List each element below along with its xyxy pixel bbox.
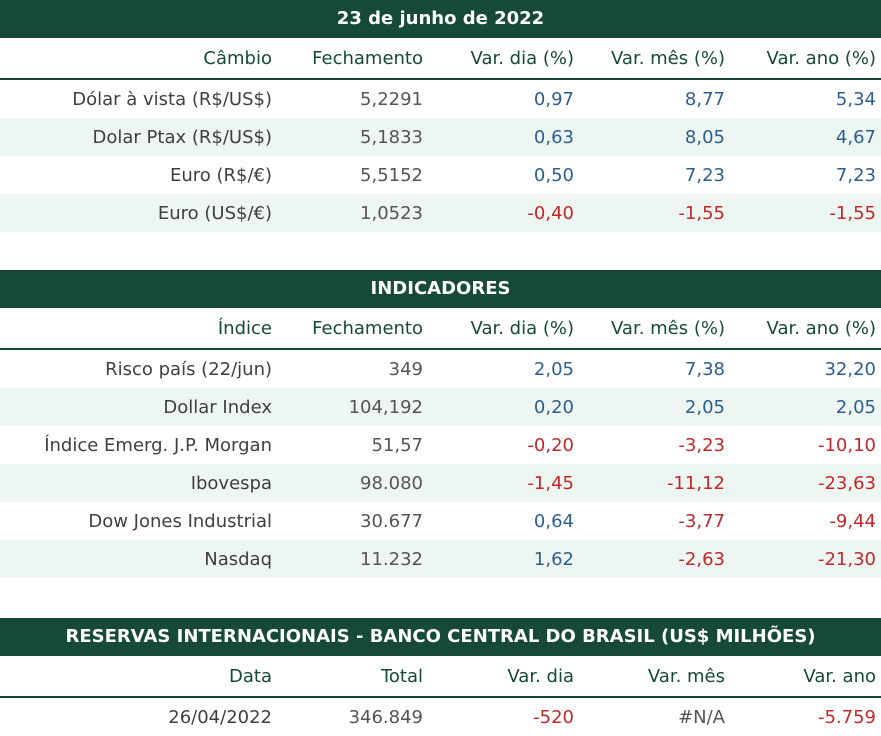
var-mes-value: -1,55 [678,202,725,224]
row-label: Dollar Index [163,396,272,418]
row-label: Índice Emerg. J.P. Morgan [44,434,272,456]
var-ano-value: 4,67 [835,126,876,148]
row-label: Risco país (22/jun) [105,358,272,380]
row-label: 26/04/2022 [168,706,272,728]
col-header-var-ano: Var. ano [803,665,876,687]
col-header-var-mes: Var. mês [647,665,725,687]
reservas-title: RESERVAS INTERNACIONAIS - BANCO CENTRAL … [0,618,881,656]
fechamento-value: 349 [388,358,423,380]
var-mes-value: 8,77 [684,88,725,110]
fechamento-value: 1,0523 [360,202,423,224]
col-header-total: Total [380,665,423,687]
var-dia-value: -0,40 [527,202,574,224]
var-mes-value: 8,05 [684,126,725,148]
indicadores-title: INDICADORES [0,270,881,308]
col-header-var-ano: Var. ano (%) [766,47,876,69]
fechamento-value: 5,1833 [360,126,423,148]
row-label: Dow Jones Industrial [88,510,272,532]
var-mes-value: 2,05 [684,396,725,418]
var-dia-value: -0,20 [527,434,574,456]
table-row: Dolar Ptax (R$/US$) 5,1833 0,63 8,05 4,6… [0,118,881,156]
reservas-header-row: Data Total Var. dia Var. mês Var. ano [0,656,881,698]
table-row: Euro (US$/€) 1,0523 -0,40 -1,55 -1,55 [0,194,881,232]
indicadores-header-row: Índice Fechamento Var. dia (%) Var. mês … [0,308,881,350]
var-dia-value: 0,64 [533,510,574,532]
col-header-var-ano: Var. ano (%) [766,317,876,339]
fechamento-value: 51,57 [371,434,423,456]
col-header-indice: Índice [217,317,272,339]
col-header-data: Data [229,665,272,687]
var-ano-value: -23,63 [817,472,876,494]
cambio-title: 23 de junho de 2022 [0,0,881,38]
cambio-header-row: Câmbio Fechamento Var. dia (%) Var. mês … [0,38,881,80]
indicadores-section: INDICADORES Índice Fechamento Var. dia (… [0,270,881,578]
var-ano-value: 2,05 [835,396,876,418]
var-mes-value: -3,23 [678,434,725,456]
reservas-section: RESERVAS INTERNACIONAIS - BANCO CENTRAL … [0,618,881,736]
row-label: Euro (R$/€) [169,164,272,186]
var-mes-value: #N/A [678,706,725,728]
table-row: Dow Jones Industrial 30.677 0,64 -3,77 -… [0,502,881,540]
var-ano-value: -10,10 [817,434,876,456]
fechamento-value: 104,192 [348,396,423,418]
var-ano-value: -1,55 [829,202,876,224]
table-row: Nasdaq 11.232 1,62 -2,63 -21,30 [0,540,881,578]
col-header-cambio: Câmbio [203,47,272,69]
var-mes-value: 7,23 [684,164,725,186]
col-header-fechamento: Fechamento [312,317,423,339]
var-ano-value: 7,23 [835,164,876,186]
var-dia-value: 0,20 [533,396,574,418]
row-label: Dolar Ptax (R$/US$) [92,126,272,148]
col-header-var-dia: Var. dia [507,665,574,687]
table-row: Dollar Index 104,192 0,20 2,05 2,05 [0,388,881,426]
row-label: Ibovespa [190,472,272,494]
var-ano-value: 5,34 [835,88,876,110]
table-row: Risco país (22/jun) 349 2,05 7,38 32,20 [0,350,881,388]
fechamento-value: 5,2291 [360,88,423,110]
col-header-var-mes: Var. mês (%) [611,317,725,339]
col-header-var-dia: Var. dia (%) [470,47,574,69]
table-row: Dólar à vista (R$/US$) 5,2291 0,97 8,77 … [0,80,881,118]
var-mes-value: 7,38 [684,358,725,380]
row-label: Euro (US$/€) [157,202,272,224]
var-ano-value: -21,30 [817,548,876,570]
var-dia-value: 2,05 [533,358,574,380]
fechamento-value: 98.080 [360,472,423,494]
col-header-fechamento: Fechamento [312,47,423,69]
var-dia-value: -520 [533,706,574,728]
table-row: Índice Emerg. J.P. Morgan 51,57 -0,20 -3… [0,426,881,464]
var-mes-value: -3,77 [678,510,725,532]
total-value: 346.849 [348,706,423,728]
cambio-section: 23 de junho de 2022 Câmbio Fechamento Va… [0,0,881,232]
var-mes-value: -2,63 [678,548,725,570]
table-row: Ibovespa 98.080 -1,45 -11,12 -23,63 [0,464,881,502]
var-ano-value: -5.759 [817,706,876,728]
var-ano-value: -9,44 [829,510,876,532]
fechamento-value: 5,5152 [360,164,423,186]
row-label: Dólar à vista (R$/US$) [72,88,272,110]
row-label: Nasdaq [204,548,272,570]
var-ano-value: 32,20 [824,358,876,380]
var-mes-value: -11,12 [666,472,725,494]
fechamento-value: 11.232 [360,548,423,570]
table-row: 26/04/2022 346.849 -520 #N/A -5.759 [0,698,881,736]
col-header-var-mes: Var. mês (%) [611,47,725,69]
col-header-var-dia: Var. dia (%) [470,317,574,339]
table-row: Euro (R$/€) 5,5152 0,50 7,23 7,23 [0,156,881,194]
var-dia-value: 0,50 [533,164,574,186]
fechamento-value: 30.677 [360,510,423,532]
var-dia-value: 0,63 [533,126,574,148]
var-dia-value: 0,97 [533,88,574,110]
var-dia-value: -1,45 [527,472,574,494]
var-dia-value: 1,62 [533,548,574,570]
